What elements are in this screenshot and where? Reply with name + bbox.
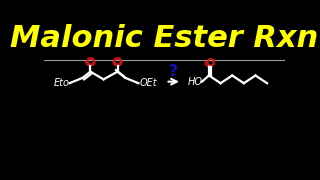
Text: OEt: OEt [140, 78, 157, 88]
Text: O: O [205, 58, 214, 68]
Text: Malonic Ester Rxn: Malonic Ester Rxn [10, 24, 318, 53]
Text: O: O [86, 57, 95, 67]
Text: O: O [113, 57, 122, 67]
Text: ?: ? [169, 64, 178, 79]
Text: Eto: Eto [54, 78, 70, 88]
Text: HO: HO [188, 77, 203, 87]
